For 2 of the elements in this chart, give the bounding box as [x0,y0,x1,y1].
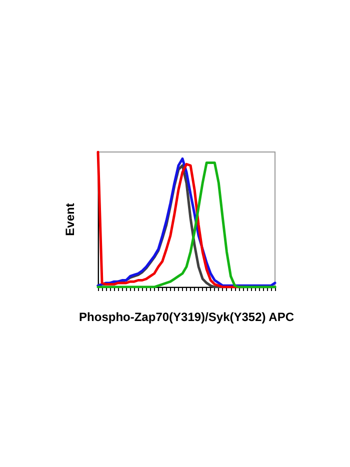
x-axis-title: Phospho-Zap70(Y319)/Syk(Y352) APC [79,310,294,324]
y-axis-title: Event [63,203,77,236]
